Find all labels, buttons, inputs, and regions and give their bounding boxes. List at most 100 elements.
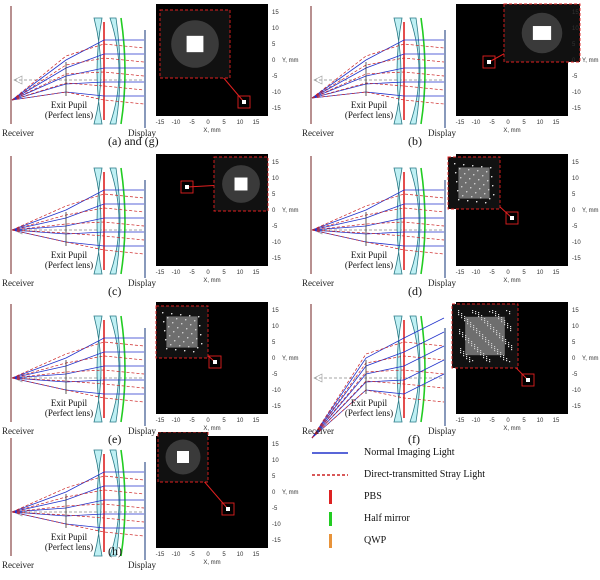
spot-box (221, 502, 235, 516)
x-axis-label: X, mm (503, 278, 520, 284)
lens-2 (409, 167, 421, 275)
y-tick-label: 5 (272, 42, 276, 48)
x-tick-label: -10 (172, 418, 181, 424)
y-axis-label: Y, mm (282, 356, 299, 362)
lens-1 (93, 17, 103, 125)
x-tick-label: -5 (189, 552, 195, 558)
spot-box (482, 55, 496, 69)
x-tick-label: -5 (489, 120, 495, 126)
y-tick-label: -5 (572, 74, 578, 80)
display-plane (444, 180, 446, 278)
x-axis-label: X, mm (203, 128, 220, 134)
receiver-plane (310, 304, 312, 422)
x-tick-label: 0 (506, 270, 510, 276)
display-label: Display (128, 426, 156, 436)
lens-1 (93, 315, 103, 423)
x-tick-label: 10 (237, 418, 244, 424)
display-label: Display (428, 278, 456, 288)
receiver-label: Receiver (302, 128, 334, 138)
optical-diagram: -15 -10 -5 0 5 10 15 15 10 5 0 -5 -10 -15 Y, mm X, mm (310, 3, 599, 134)
spot (510, 216, 514, 220)
x-tick-label: -15 (456, 270, 465, 276)
exit-pupil-label: Exit Pupil (Perfect lens) (34, 100, 104, 120)
x-tick-label: -10 (472, 418, 481, 424)
y-tick-label: -10 (572, 388, 581, 394)
y-tick-label: 10 (572, 324, 579, 330)
y-tick-label: -10 (572, 90, 581, 96)
x-axis-label: X, mm (203, 278, 220, 284)
legend-label: Half mirror (364, 513, 410, 524)
x-axis-label: X, mm (503, 128, 520, 134)
spot-box (180, 180, 194, 194)
half-mirror-element (420, 167, 426, 275)
x-tick-label: 5 (222, 552, 226, 558)
receiver-label: Receiver (302, 426, 334, 436)
ray-bundle (11, 471, 145, 537)
exit-pupil-line2: (Perfect lens) (44, 260, 94, 270)
y-tick-label: -15 (272, 106, 281, 112)
inset-white-square (177, 451, 189, 463)
x-tick-label: 15 (553, 270, 560, 276)
optical-diagram: -15 -10 -5 0 5 10 15 15 10 5 0 -5 -10 -15 Y, mm X, mm (310, 302, 599, 439)
y-tick-label: -5 (272, 74, 278, 80)
lens-1 (393, 167, 403, 275)
display-label: Display (428, 128, 456, 138)
lens-2 (109, 167, 121, 275)
inset-white-square (532, 26, 552, 40)
y-tick-label: 10 (572, 176, 579, 182)
x-tick-label: 0 (206, 270, 210, 276)
y-tick-label: 5 (572, 192, 576, 198)
exit-pupil-line1: Exit Pupil (50, 100, 88, 110)
x-tick-label: 15 (253, 270, 260, 276)
y-tick-label: -15 (272, 404, 281, 410)
axis-arrow-icon (13, 75, 23, 85)
lens-2 (109, 17, 121, 125)
ray-bundle (11, 189, 145, 255)
spot (526, 378, 530, 382)
x-tick-label: -15 (456, 120, 465, 126)
x-tick-label: 10 (237, 552, 244, 558)
qwp-bar-swatch (329, 534, 332, 548)
inset-noise-square (458, 167, 490, 199)
x-tick-label: 15 (253, 552, 260, 558)
optical-diagram: -15 -10 -5 0 5 10 15 15 10 5 0 -5 -10 -15 Y, mm X, mm (10, 4, 299, 134)
y-tick-label: 5 (272, 192, 276, 198)
spot (213, 360, 217, 364)
lens-2 (409, 17, 421, 125)
y-tick-label: 0 (272, 208, 276, 214)
y-tick-label: -5 (572, 224, 578, 230)
axis-arrow-icon (313, 75, 323, 85)
y-tick-label: 0 (272, 490, 276, 496)
panel-a: -15 -10 -5 0 5 10 15 15 10 5 0 -5 -10 -15 Y, mm X, mm Re… (0, 0, 300, 148)
ray-bundle (311, 39, 445, 105)
x-tick-label: 5 (522, 120, 526, 126)
half-mirror-element (120, 17, 126, 125)
spot (185, 185, 189, 189)
panel-caption: (b) (408, 134, 422, 148)
optical-diagram: -15 -10 -5 0 5 10 15 15 10 5 0 -5 -10 -15 Y, mm X, mm (10, 302, 299, 432)
display-plane (144, 328, 146, 426)
y-tick-label: 15 (572, 10, 579, 16)
lens-2 (109, 315, 121, 423)
panel-caption: (a) and (g) (108, 134, 159, 148)
spot-box (237, 95, 251, 109)
y-tick-label: 0 (572, 208, 576, 214)
panel-caption: (f) (408, 432, 420, 446)
y-tick-label: 15 (572, 308, 579, 314)
x-tick-label: -10 (472, 270, 481, 276)
spot (487, 60, 491, 64)
ray-bundle (311, 189, 445, 255)
x-tick-label: 10 (537, 270, 544, 276)
x-tick-label: -5 (189, 120, 195, 126)
receiver-label: Receiver (302, 278, 334, 288)
x-tick-label: 5 (522, 418, 526, 424)
legend-item-normal-imaging-light: Normal Imaging Light (306, 446, 596, 460)
panel-c: -15 -10 -5 0 5 10 15 15 10 5 0 -5 -10 -15 Y, mm X, mm Re… (0, 150, 300, 298)
exit-pupil-line2: (Perfect lens) (44, 110, 94, 120)
spot-box (505, 211, 519, 225)
lens-1 (393, 17, 403, 125)
panel-b: -15 -10 -5 0 5 10 15 15 10 5 0 -5 -10 -15 Y, mm X, mm Re… (300, 0, 600, 148)
display-plane (444, 328, 446, 426)
y-axis-label: Y, mm (282, 208, 299, 214)
y-tick-label: 15 (272, 160, 279, 166)
